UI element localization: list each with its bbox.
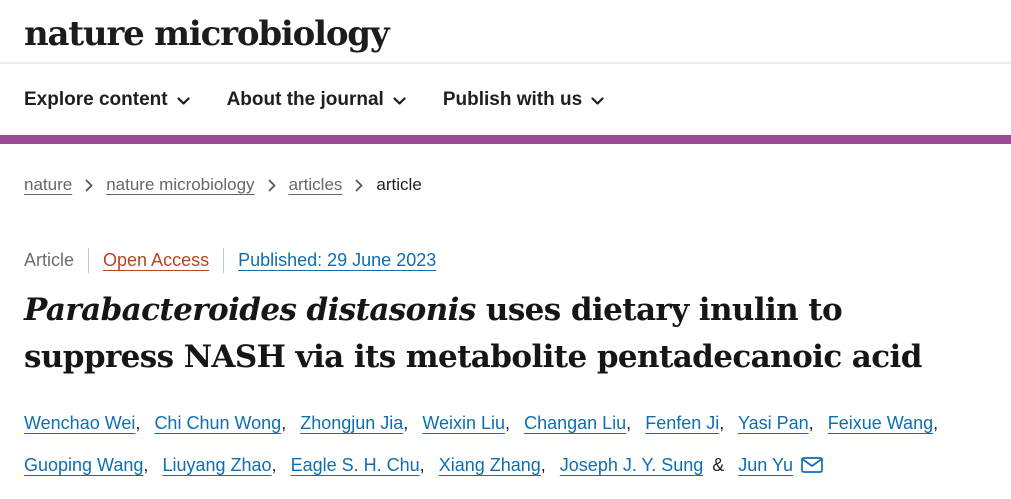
author-separator: , <box>281 413 287 433</box>
breadcrumb: nature nature microbiology articles arti… <box>24 175 987 195</box>
nav-item-label: Explore content <box>24 88 168 110</box>
author-separator: , <box>719 413 725 433</box>
article-title: Parabacteroides distasonis uses dietary … <box>24 287 987 381</box>
author-line: Guoping Wang, Liuyang Zhao, Eagle S. H. … <box>24 444 987 486</box>
author-separator: , <box>505 413 511 433</box>
article-title-species: Parabacteroides distasonis <box>24 292 476 328</box>
author-separator: , <box>808 413 814 433</box>
author-separator: , <box>271 455 277 475</box>
article-title-line2: suppress NASH via its metabolite pentade… <box>24 339 922 375</box>
author-link[interactable]: Wenchao Wei <box>24 413 136 433</box>
author-separator: , <box>143 455 149 475</box>
chevron-down-icon <box>591 96 604 105</box>
author-separator: , <box>135 413 141 433</box>
chevron-down-icon <box>393 96 406 105</box>
author-separator: , <box>403 413 409 433</box>
author-link[interactable]: Eagle S. H. Chu <box>290 455 420 475</box>
published-date-link[interactable]: Published: 29 June 2023 <box>238 250 437 270</box>
journal-accent-bar <box>0 135 1011 144</box>
author-line: Wenchao Wei, Chi Chun Wong, Zhongjun Jia… <box>24 402 987 444</box>
nav-item-label: Publish with us <box>442 88 583 110</box>
author-link[interactable]: Liuyang Zhao <box>162 455 272 475</box>
author-link[interactable]: Joseph J. Y. Sung <box>559 455 704 475</box>
author-ampersand: & <box>712 455 725 475</box>
author-separator: , <box>626 413 632 433</box>
chevron-right-icon <box>355 179 363 192</box>
chevron-down-icon <box>176 96 190 105</box>
author-link[interactable]: Weixin Liu <box>422 413 506 433</box>
author-link[interactable]: Guoping Wang <box>24 455 144 475</box>
nav-publish-with-us[interactable]: Publish with us <box>443 89 604 111</box>
author-link-corresponding[interactable]: Jun Yu <box>738 455 794 475</box>
chevron-right-icon <box>85 179 93 192</box>
article-title-rest: uses dietary inulin to <box>475 292 843 328</box>
author-separator: , <box>419 455 425 475</box>
breadcrumb-link-nature[interactable]: nature <box>24 175 73 194</box>
article-type-label: Article <box>24 250 75 270</box>
divider <box>223 248 225 273</box>
nav-explore-content[interactable]: Explore content <box>24 89 190 111</box>
open-access-link[interactable]: Open Access <box>103 250 210 270</box>
author-link[interactable]: Xiang Zhang <box>438 455 541 475</box>
envelope-icon[interactable] <box>801 457 823 473</box>
breadcrumb-current: article <box>376 175 422 194</box>
breadcrumb-link-journal[interactable]: nature microbiology <box>106 175 255 194</box>
journal-logo[interactable]: nature microbiology <box>24 14 390 54</box>
author-separator: , <box>540 455 546 475</box>
primary-nav: Explore content About the journal Publis… <box>0 64 1011 135</box>
article-identifiers: Article Open Access Published: 29 June 2… <box>24 248 987 273</box>
author-separator: , <box>933 413 939 433</box>
chevron-right-icon <box>268 179 276 192</box>
nav-about-journal[interactable]: About the journal <box>227 89 406 111</box>
author-link[interactable]: Chi Chun Wong <box>154 413 282 433</box>
masthead: nature microbiology <box>0 0 1011 64</box>
author-link[interactable]: Zhongjun Jia <box>300 413 404 433</box>
author-link[interactable]: Yasi Pan <box>737 413 809 433</box>
nav-item-label: About the journal <box>226 88 384 110</box>
divider <box>88 248 90 273</box>
author-link[interactable]: Changan Liu <box>524 413 627 433</box>
author-link[interactable]: Feixue Wang <box>827 413 934 433</box>
author-list: Wenchao Wei, Chi Chun Wong, Zhongjun Jia… <box>24 402 987 486</box>
breadcrumb-link-articles[interactable]: articles <box>288 175 343 194</box>
author-link[interactable]: Fenfen Ji <box>645 413 720 433</box>
